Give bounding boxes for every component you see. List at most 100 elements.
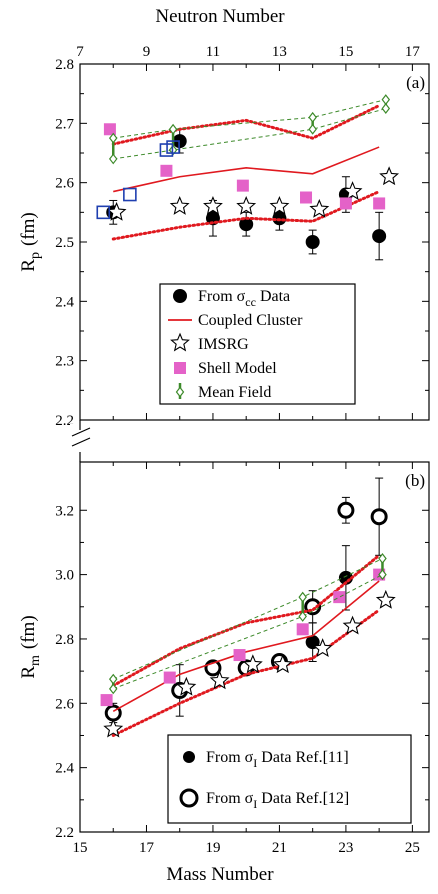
mf-diamond	[298, 610, 307, 622]
legend-label-ref12-tail: Data Ref.[12]	[257, 790, 349, 807]
imsrg-point	[236, 195, 257, 215]
legend-label-ref12: From σI Data Ref.[12]	[206, 790, 349, 811]
y-axis-label: Rp (fm)	[18, 212, 43, 271]
legend-label-ref11-main: From σ	[206, 749, 254, 766]
open-square-point	[123, 187, 137, 202]
axis-break-gap	[70, 424, 92, 458]
cc-band-lower	[111, 608, 381, 737]
legend-label-mf: Mean Field	[198, 384, 271, 401]
top-tick-label: 13	[272, 44, 287, 60]
shell-model-point	[100, 694, 113, 707]
legend-label-data-sub: cc	[245, 295, 256, 309]
legend-label-data-tail: Data	[256, 288, 290, 305]
axis-break-slash	[71, 427, 91, 437]
legend-panel-a: From σcc Data Coupled Cluster IMSRG Shell M…	[159, 283, 356, 405]
imsrg-point	[312, 638, 333, 658]
imsrg-point	[242, 654, 263, 674]
xtick-label: 15	[73, 840, 88, 856]
legend-marker-filled-circle	[183, 751, 195, 763]
ytick-label: 2.4	[55, 761, 74, 777]
xtick-label: 25	[405, 840, 420, 856]
imsrg-point	[342, 181, 363, 201]
series-imsrg	[106, 166, 400, 221]
y-axis-label-text: Rp (fm)	[18, 212, 43, 271]
shell-model-point	[103, 123, 116, 136]
ytick-label: 3.0	[55, 568, 74, 584]
legend-label-ref11-tail: Data Ref.[11]	[257, 749, 348, 766]
ytick-label: 2.2	[55, 413, 74, 429]
y-axis-label-sub: p	[28, 252, 43, 259]
shell-model-point	[333, 591, 346, 604]
xtick-label: 19	[205, 840, 220, 856]
mf-diamond	[381, 103, 391, 114]
legend-label-shell: Shell Model	[198, 360, 277, 377]
shell-model-point	[373, 197, 386, 210]
legend-marker-filled-circle	[173, 289, 187, 303]
y-axis-label-sub: m	[28, 655, 43, 666]
data-point	[305, 235, 320, 249]
imsrg-point	[103, 718, 124, 738]
xtick-label: 21	[272, 840, 287, 856]
mf-diamond	[168, 123, 178, 135]
imsrg-point	[176, 676, 197, 696]
shell-model-point	[300, 191, 313, 204]
imsrg-point	[169, 195, 190, 215]
legend-label-ref12-main: From σ	[206, 790, 254, 807]
legend-panel-b: From σI Data Ref.[11] From σI Data Ref.[1…	[167, 734, 412, 824]
ytick-label: 2.6	[55, 176, 74, 192]
ytick-label: 2.4	[55, 294, 74, 310]
ytick-label: 2.5	[55, 235, 74, 251]
open-square-point	[166, 140, 180, 154]
shell-model-point	[163, 671, 176, 684]
data-point	[372, 229, 387, 244]
legend-label-data: From σcc Data	[198, 288, 290, 309]
shell-model-point	[296, 623, 309, 636]
xtick-label: 17	[139, 840, 155, 856]
mf-diamond	[108, 153, 118, 165]
panel-label: (a)	[406, 73, 425, 92]
y-axis-label-text: Rm (fm)	[18, 615, 43, 678]
legend-box	[167, 734, 412, 824]
mf-diamond	[298, 591, 307, 603]
top-tick-label: 9	[143, 44, 151, 60]
mf-diamond	[308, 111, 317, 123]
panel-label: (b)	[405, 471, 425, 490]
legend-marker-open-circle	[179, 788, 199, 808]
data-point-open	[370, 508, 388, 526]
plot-frame	[79, 461, 430, 833]
mf-diamond	[108, 132, 118, 144]
legend-box	[159, 283, 356, 405]
shell-model-point	[236, 179, 249, 192]
ytick-label: 2.3	[55, 354, 74, 370]
mf-line-lower	[113, 108, 386, 160]
cc-band-upper	[111, 104, 381, 146]
panel-b: 2.2 2.4 2.6 2.8 3.0 3.2 15 17 19 21 23 25 (b) Rm (fm) M…	[18, 461, 430, 885]
legend-label-cc: Coupled Cluster	[198, 312, 303, 329]
series-open-squares	[96, 140, 180, 220]
legend-label-ref11: From σI Data Ref.[11]	[206, 749, 349, 770]
top-axis-title: Neutron Number	[155, 6, 285, 27]
imsrg-point	[375, 589, 396, 609]
cc-band-lower	[111, 190, 381, 241]
imsrg-point	[342, 615, 363, 635]
legend-marker-star	[170, 332, 190, 352]
series-imsrg	[103, 589, 396, 738]
mf-diamond	[378, 553, 387, 564]
ytick-label: 2.7	[55, 116, 74, 132]
ytick-label: 2.8	[55, 57, 74, 73]
top-tick-label: 7	[76, 44, 84, 60]
imsrg-point	[269, 195, 290, 215]
ytick-label: 2.8	[55, 632, 74, 648]
mf-diamond	[378, 569, 387, 581]
imsrg-point	[379, 166, 400, 186]
panel-a: 2.2 2.3 2.4 2.5 2.6 2.7 2.87 9 11 13 15 17 (a) Rp (fm)…	[18, 6, 430, 429]
top-tick-label: 15	[338, 44, 353, 60]
axis-break-slash	[71, 437, 91, 447]
y-axis-label-unit: (fm)	[18, 212, 39, 246]
top-tick-label: 11	[206, 44, 220, 60]
shell-model-point	[339, 197, 352, 210]
imsrg-point	[209, 670, 230, 690]
mf-diamond	[108, 673, 118, 685]
legend-marker-diamond	[175, 386, 185, 398]
